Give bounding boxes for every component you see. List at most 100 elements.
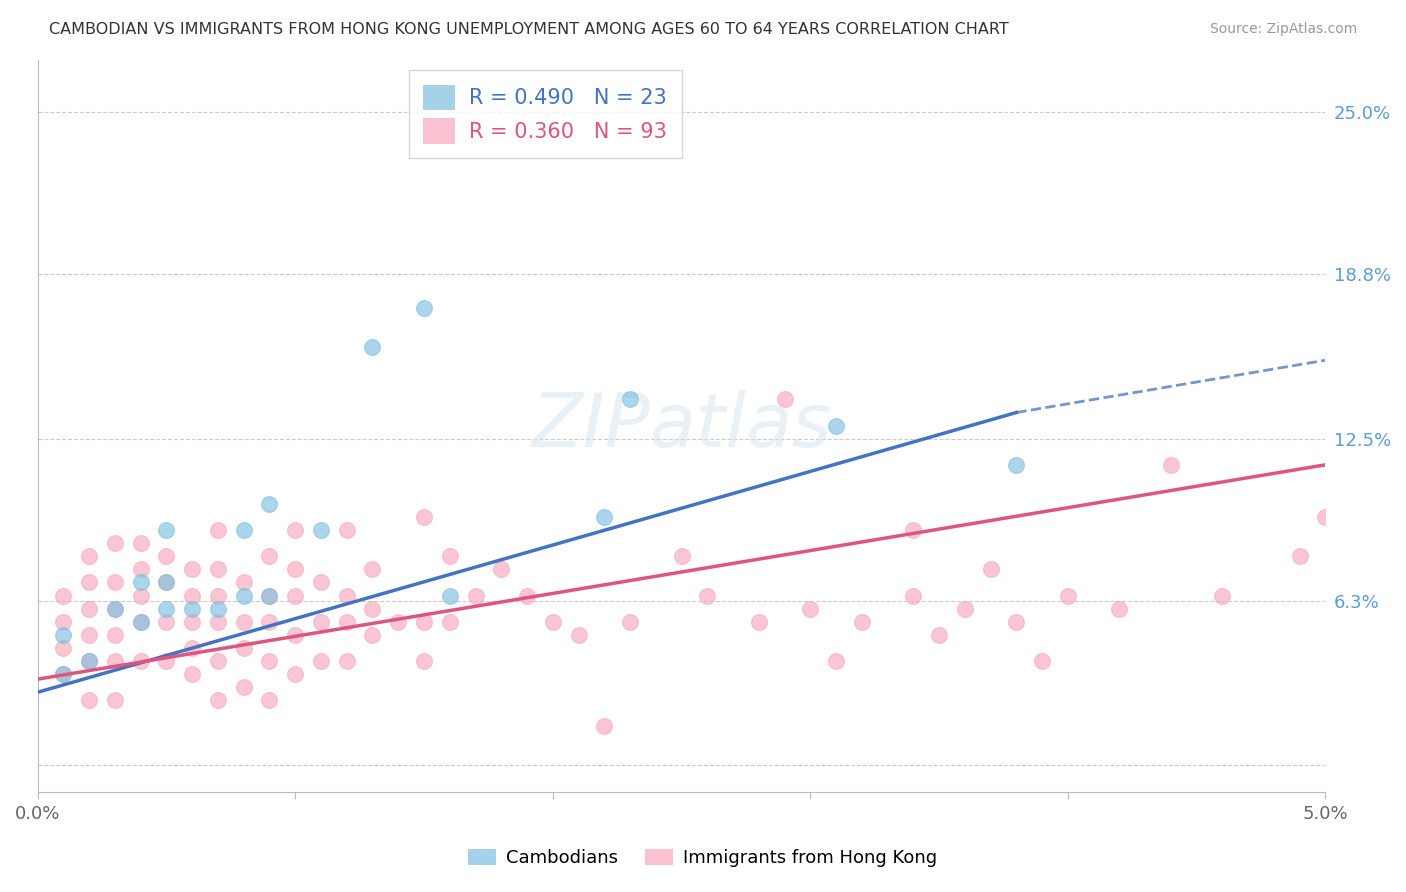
Point — [903, 523, 925, 537]
Point — [516, 589, 538, 603]
Point — [953, 601, 976, 615]
Point — [1160, 458, 1182, 472]
Point — [181, 562, 204, 576]
Point — [439, 615, 461, 629]
Point — [52, 640, 75, 655]
Point — [104, 536, 127, 550]
Point — [232, 640, 254, 655]
Point — [1288, 549, 1310, 564]
Point — [129, 536, 152, 550]
Point — [259, 615, 281, 629]
Point — [309, 615, 332, 629]
Point — [207, 589, 229, 603]
Legend: R = 0.490   N = 23, R = 0.360   N = 93: R = 0.490 N = 23, R = 0.360 N = 93 — [409, 70, 682, 159]
Point — [129, 615, 152, 629]
Point — [259, 549, 281, 564]
Point — [259, 589, 281, 603]
Point — [284, 562, 307, 576]
Point — [1211, 589, 1233, 603]
Point — [696, 589, 718, 603]
Point — [825, 654, 848, 668]
Point — [361, 601, 384, 615]
Point — [52, 667, 75, 681]
Point — [207, 523, 229, 537]
Point — [491, 562, 513, 576]
Point — [104, 601, 127, 615]
Point — [413, 510, 436, 524]
Point — [207, 601, 229, 615]
Point — [541, 615, 564, 629]
Point — [1005, 615, 1028, 629]
Point — [619, 392, 641, 407]
Point — [773, 392, 796, 407]
Point — [104, 575, 127, 590]
Point — [361, 628, 384, 642]
Point — [284, 628, 307, 642]
Point — [336, 654, 359, 668]
Point — [309, 575, 332, 590]
Point — [77, 654, 100, 668]
Point — [232, 680, 254, 694]
Point — [77, 549, 100, 564]
Point — [1315, 510, 1337, 524]
Point — [52, 615, 75, 629]
Point — [284, 523, 307, 537]
Point — [1031, 654, 1053, 668]
Point — [207, 562, 229, 576]
Point — [259, 497, 281, 511]
Point — [207, 654, 229, 668]
Text: Source: ZipAtlas.com: Source: ZipAtlas.com — [1209, 22, 1357, 37]
Point — [104, 693, 127, 707]
Point — [77, 601, 100, 615]
Point — [593, 510, 616, 524]
Point — [361, 562, 384, 576]
Point — [671, 549, 693, 564]
Point — [155, 601, 177, 615]
Point — [284, 589, 307, 603]
Point — [77, 693, 100, 707]
Legend: Cambodians, Immigrants from Hong Kong: Cambodians, Immigrants from Hong Kong — [461, 841, 945, 874]
Point — [181, 615, 204, 629]
Point — [336, 523, 359, 537]
Point — [928, 628, 950, 642]
Point — [259, 654, 281, 668]
Point — [232, 615, 254, 629]
Text: CAMBODIAN VS IMMIGRANTS FROM HONG KONG UNEMPLOYMENT AMONG AGES 60 TO 64 YEARS CO: CAMBODIAN VS IMMIGRANTS FROM HONG KONG U… — [49, 22, 1010, 37]
Point — [439, 589, 461, 603]
Point — [619, 615, 641, 629]
Point — [387, 615, 409, 629]
Point — [104, 628, 127, 642]
Point — [259, 693, 281, 707]
Point — [361, 340, 384, 354]
Point — [309, 523, 332, 537]
Point — [439, 549, 461, 564]
Point — [181, 640, 204, 655]
Point — [181, 589, 204, 603]
Point — [232, 589, 254, 603]
Point — [52, 589, 75, 603]
Point — [129, 575, 152, 590]
Point — [232, 523, 254, 537]
Point — [52, 667, 75, 681]
Point — [232, 575, 254, 590]
Point — [155, 523, 177, 537]
Point — [77, 654, 100, 668]
Point — [1057, 589, 1080, 603]
Point — [129, 562, 152, 576]
Point — [1005, 458, 1028, 472]
Point — [903, 589, 925, 603]
Point — [155, 549, 177, 564]
Point — [181, 601, 204, 615]
Point — [104, 601, 127, 615]
Point — [980, 562, 1002, 576]
Point — [413, 615, 436, 629]
Point — [181, 667, 204, 681]
Point — [1108, 601, 1130, 615]
Point — [129, 615, 152, 629]
Point — [799, 601, 821, 615]
Point — [129, 654, 152, 668]
Point — [207, 693, 229, 707]
Point — [593, 719, 616, 733]
Point — [413, 301, 436, 315]
Point — [77, 575, 100, 590]
